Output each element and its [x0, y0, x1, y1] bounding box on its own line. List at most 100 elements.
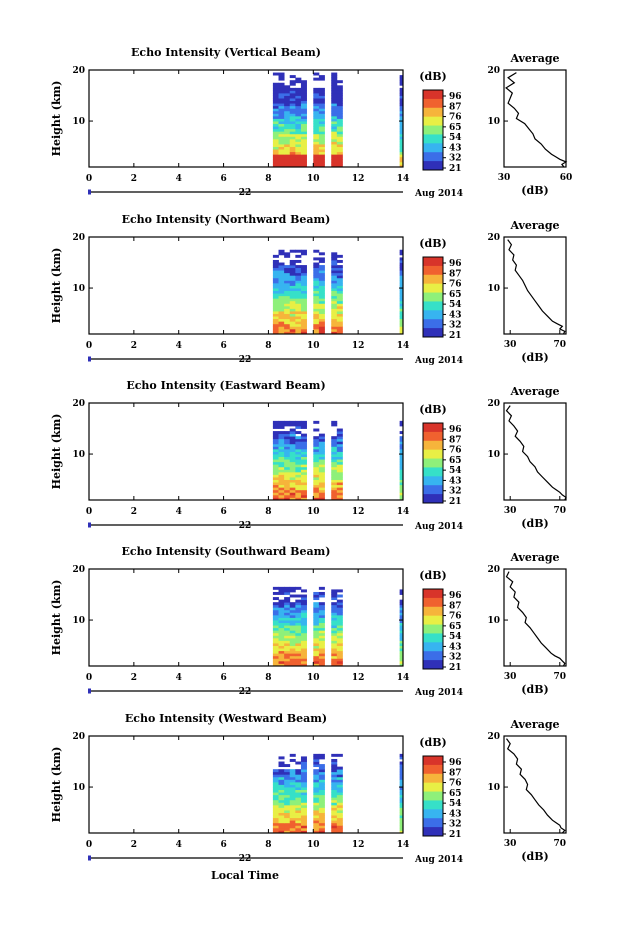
heatmap-cell: [313, 497, 320, 501]
heatmap-cell: [272, 265, 279, 269]
heatmap-cell: [272, 655, 279, 659]
heatmap-cell: [336, 492, 343, 496]
heatmap-cell: [272, 280, 279, 284]
heatmap-cell: [278, 477, 285, 480]
heatmap-cell: [300, 161, 307, 165]
colorbar-swatch: [423, 458, 443, 468]
heatmap-cell: [331, 85, 338, 89]
heatmap-cell: [336, 637, 343, 641]
heatmap-cell: [272, 90, 279, 94]
heatmap-cell: [336, 326, 343, 330]
heatmap-cell: [331, 438, 338, 442]
heatmap-cell: [399, 781, 404, 785]
heatmap-cell: [284, 270, 291, 274]
heatmap-cell: [331, 620, 338, 623]
heatmap-cell: [399, 484, 404, 488]
heatmap-cell: [295, 159, 302, 163]
heatmap-cell: [318, 451, 325, 455]
x-tick-label: 14: [397, 341, 410, 351]
heatmap-cell: [300, 113, 307, 117]
heatmap-cell: [284, 161, 291, 165]
heatmap-cell: [313, 113, 320, 117]
heatmap-cell: [278, 161, 285, 165]
heatmap-cell: [336, 653, 343, 657]
heatmap-cell: [313, 799, 320, 803]
heatmap-cell: [331, 164, 338, 168]
average-profile-line: [506, 738, 566, 834]
heatmap-cell: [284, 607, 291, 611]
average-y-tick-label: 20: [487, 732, 500, 742]
heatmap-cell: [399, 815, 404, 819]
heatmap-cell: [272, 484, 279, 488]
heatmap-cell: [331, 454, 338, 457]
heatmap-cell: [336, 482, 343, 486]
colorbar-tick-label: 21: [449, 663, 462, 673]
heatmap-cell: [399, 249, 404, 253]
heatmap-cell: [300, 100, 307, 104]
heatmap-cell: [278, 105, 285, 109]
heatmap-cell: [399, 789, 404, 793]
heatmap-cell: [284, 663, 291, 667]
heatmap-cell: [289, 313, 296, 317]
heatmap-cell: [399, 431, 404, 435]
heatmap-cell: [278, 484, 285, 488]
heatmap-cell: [300, 607, 307, 611]
heatmap-cell: [313, 632, 320, 636]
heatmap-cell: [318, 87, 325, 91]
heatmap-cell: [295, 620, 302, 623]
heatmap-cell: [318, 454, 325, 457]
heatmap-cell: [278, 95, 285, 99]
heatmap-cell: [318, 331, 325, 335]
heatmap-cell: [295, 95, 302, 99]
heatmap-cell: [318, 482, 325, 486]
heatmap-cell: [272, 326, 279, 330]
heatmap-cell: [331, 630, 338, 634]
heatmap-cell: [399, 436, 404, 440]
heatmap-cell: [336, 494, 343, 498]
heatmap-cell: [289, 650, 296, 654]
heatmap-cell: [331, 494, 338, 498]
heatmap-cell: [289, 492, 296, 496]
heatmap-cell: [295, 282, 302, 286]
plot-frame: [88, 236, 404, 335]
colorbar-swatch: [423, 660, 443, 670]
heatmap-cell: [336, 776, 343, 780]
heatmap-cell: [284, 133, 291, 137]
heatmap-cell: [289, 133, 296, 137]
heatmap-cell: [331, 290, 338, 294]
heatmap-cell: [295, 604, 302, 608]
heatmap-cell: [295, 164, 302, 168]
date-start-marker: [88, 688, 91, 694]
heatmap-cell: [399, 617, 404, 621]
heatmap-cell: [399, 149, 404, 153]
colorbar-unit: (dB): [419, 569, 446, 582]
heatmap-cell: [272, 308, 279, 312]
heatmap-cell: [300, 764, 307, 768]
heatmap-cell: [278, 270, 285, 274]
average-y-tick-label: 20: [487, 399, 500, 409]
heatmap-cell: [331, 282, 338, 286]
heatmap-cell: [295, 108, 302, 112]
heatmap-cell: [289, 489, 296, 493]
heatmap-cell: [289, 779, 296, 783]
heatmap-cell: [278, 316, 285, 320]
heatmap-cell: [313, 321, 320, 325]
heatmap-cell: [300, 288, 307, 291]
heatmap-cell: [318, 494, 325, 498]
heatmap-cell: [284, 589, 291, 593]
heatmap-cell: [399, 756, 404, 760]
y-tick-label: 20: [72, 565, 85, 575]
shared-x-axis-label: Local Time: [211, 869, 279, 882]
heatmap-cell: [313, 653, 320, 657]
heatmap-cell: [300, 265, 307, 269]
heatmap-cell: [399, 799, 404, 803]
heatmap-cell: [300, 627, 307, 631]
heatmap-cell: [278, 604, 285, 608]
heatmap-cell: [284, 469, 291, 473]
heatmap-cell: [331, 653, 338, 657]
heatmap-cell: [331, 597, 338, 601]
heatmap-cell: [318, 113, 325, 117]
y-tick-label: 20: [72, 66, 85, 76]
colorbar-tick-label: 32: [449, 820, 462, 830]
heatmap-cell: [284, 586, 291, 590]
